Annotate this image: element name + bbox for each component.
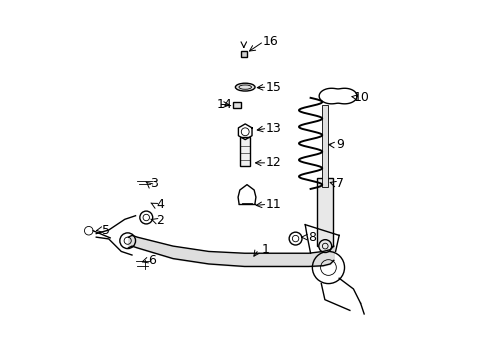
Text: 6: 6 (148, 254, 156, 267)
Text: 5: 5 (102, 224, 110, 237)
Text: 13: 13 (265, 122, 281, 135)
Text: 12: 12 (265, 156, 281, 169)
Text: 10: 10 (353, 91, 369, 104)
Text: 15: 15 (265, 81, 281, 94)
Bar (232, 102, 240, 108)
Text: 4: 4 (156, 198, 163, 211)
Bar (240, 137, 250, 166)
Bar (241, 51, 246, 57)
Text: 7: 7 (336, 177, 344, 190)
Text: 9: 9 (336, 139, 344, 152)
Bar (317, 178, 332, 246)
Ellipse shape (235, 83, 255, 91)
Text: 1: 1 (261, 243, 268, 256)
Bar (322, 105, 327, 187)
Text: 14: 14 (217, 98, 232, 111)
Text: 2: 2 (156, 213, 163, 226)
Text: 8: 8 (307, 231, 315, 244)
Text: 3: 3 (150, 177, 158, 190)
Text: 11: 11 (265, 198, 281, 211)
Circle shape (318, 240, 331, 252)
Text: 16: 16 (262, 35, 278, 48)
